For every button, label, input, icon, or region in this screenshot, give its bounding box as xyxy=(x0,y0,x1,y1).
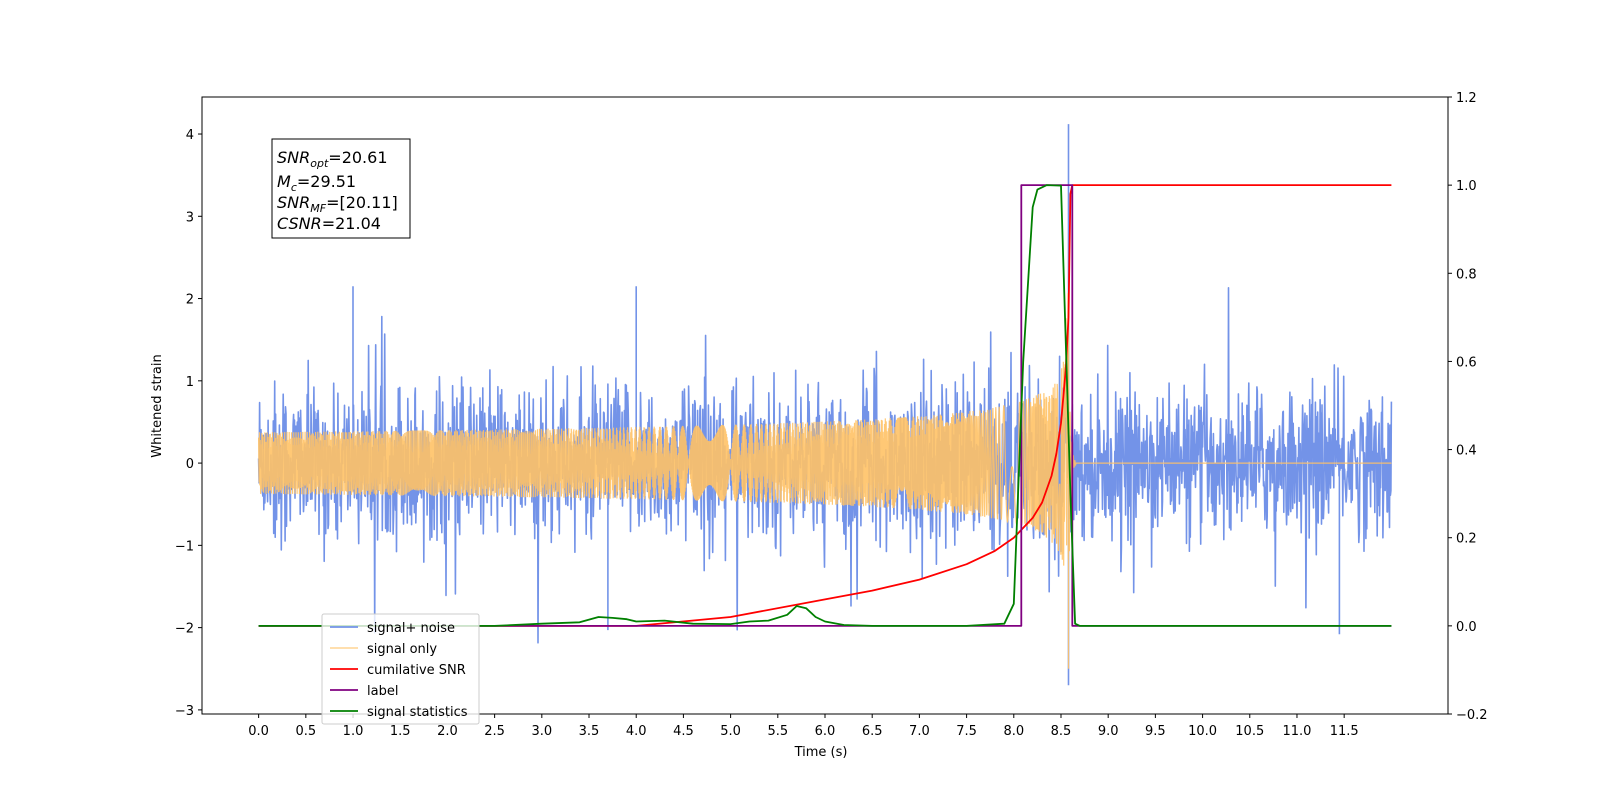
y-right-tick-label: 0.2 xyxy=(1456,532,1477,547)
x-tick-label: 0.0 xyxy=(248,724,269,739)
annotation-mc: Mc=29.51 xyxy=(277,172,356,194)
y-right-tick-label: 0.4 xyxy=(1456,444,1477,459)
x-tick-label: 6.0 xyxy=(815,724,836,739)
y-right-tick-label: 0.6 xyxy=(1456,355,1477,370)
stats-annotation: SNRopt=20.61 Mc=29.51 SNRMF=[20.11] CSNR… xyxy=(271,138,411,239)
x-tick-label: 5.0 xyxy=(720,724,741,739)
y-right-tick-label: 1.2 xyxy=(1456,91,1477,106)
x-tick-label: 4.5 xyxy=(673,724,694,739)
x-tick-label: 6.5 xyxy=(862,724,883,739)
annotation-snr-mf: SNRMF=[20.11] xyxy=(277,193,398,215)
x-tick-label: 8.5 xyxy=(1051,724,1072,739)
x-tick-label: 8.0 xyxy=(1003,724,1024,739)
series-signal-statistics xyxy=(258,184,1392,627)
y-left-tick-label: 2 xyxy=(186,293,194,308)
y-left-tick-label: −3 xyxy=(175,704,194,719)
y-right-tick-label: 1.0 xyxy=(1456,179,1477,194)
y-right-tick-label: −0.2 xyxy=(1456,708,1488,723)
x-tick-label: 5.5 xyxy=(767,724,788,739)
y-left-tick-label: 0 xyxy=(186,457,194,472)
series-signal-only xyxy=(258,293,1392,669)
x-tick-label: 11.0 xyxy=(1282,724,1311,739)
y-axis-label: Whitened strain xyxy=(150,354,165,457)
x-tick-label: 0.5 xyxy=(295,724,316,739)
legend-label: cumilative SNR xyxy=(367,663,466,678)
x-tick-label: 10.0 xyxy=(1188,724,1217,739)
legend-label: label xyxy=(367,684,398,699)
annotation-csnr: CSNR=21.04 xyxy=(277,214,381,233)
y-axis-left: 4 3 2 1 0 −1 −2 −3 xyxy=(175,128,202,719)
legend-label: signal only xyxy=(367,642,437,657)
legend: signal+ noise signal only cumilative SNR la… xyxy=(321,613,480,725)
series-layer xyxy=(257,124,1393,686)
x-tick-label: 4.0 xyxy=(626,724,647,739)
y-left-tick-label: −1 xyxy=(175,539,194,554)
annotation-mc-value: =29.51 xyxy=(297,172,356,191)
y-right-tick-label: 0.0 xyxy=(1456,620,1477,635)
x-tick-label: 7.0 xyxy=(909,724,930,739)
x-tick-label: 1.5 xyxy=(390,724,411,739)
x-tick-label: 1.0 xyxy=(343,724,364,739)
y-right-tick-label: 0.8 xyxy=(1456,267,1477,282)
x-tick-label: 3.0 xyxy=(531,724,552,739)
x-tick-label: 10.5 xyxy=(1235,724,1264,739)
x-tick-label: 9.5 xyxy=(1145,724,1166,739)
x-tick-label: 3.5 xyxy=(579,724,600,739)
annotation-snr-mf-value: =[20.11] xyxy=(326,193,398,212)
annotation-frame xyxy=(271,138,411,239)
legend-label: signal statistics xyxy=(367,705,468,720)
annotation-snr-opt: SNRopt=20.61 xyxy=(277,148,388,170)
x-tick-label: 7.5 xyxy=(956,724,977,739)
y-left-tick-label: 1 xyxy=(186,375,194,390)
x-tick-label: 2.5 xyxy=(484,724,505,739)
y-left-tick-label: 3 xyxy=(186,210,194,225)
x-tick-label: 9.0 xyxy=(1098,724,1119,739)
y-axis-right: 1.2 1.0 0.8 0.6 0.4 0.2 0.0 −0.2 xyxy=(1448,91,1488,723)
x-axis-label: Time (s) xyxy=(794,745,848,760)
y-left-tick-label: −2 xyxy=(175,622,194,637)
annotation-csnr-value: =21.04 xyxy=(322,214,381,233)
annotation-snr-opt-value: =20.61 xyxy=(328,148,387,167)
x-tick-label: 2.0 xyxy=(437,724,458,739)
x-axis: 0.0 0.5 1.0 1.5 2.0 2.5 3.0 3.5 4.0 4.5 5.0 5.5 6.0 6… xyxy=(248,714,1359,739)
y-left-tick-label: 4 xyxy=(186,128,194,143)
x-tick-label: 11.5 xyxy=(1330,724,1359,739)
legend-label: signal+ noise xyxy=(367,621,455,636)
legend-frame xyxy=(321,613,480,725)
